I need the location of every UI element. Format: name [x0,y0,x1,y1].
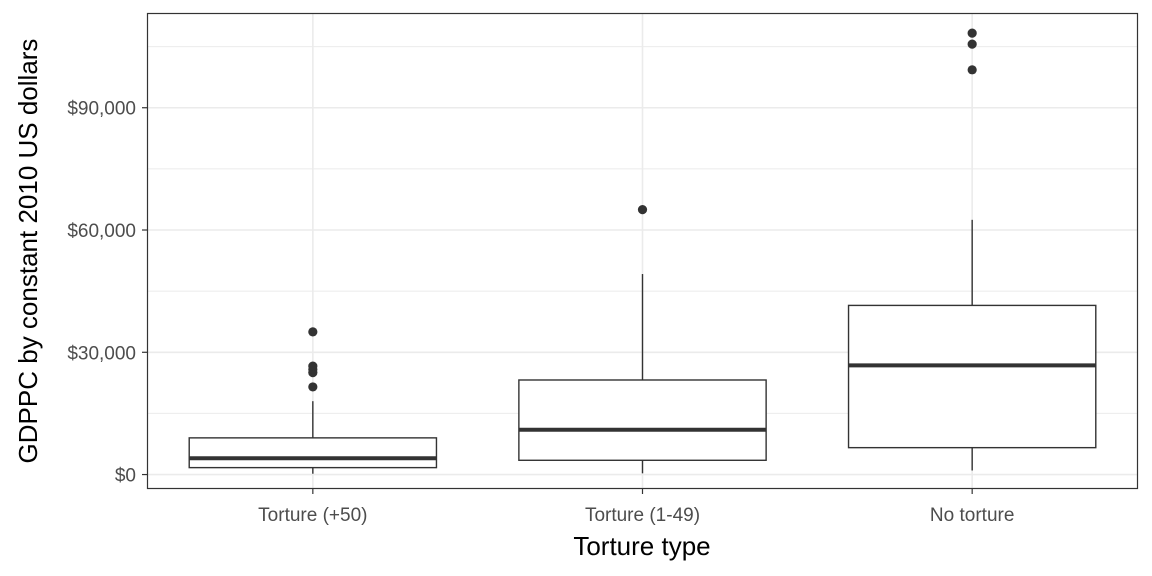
y-tick-label: $60,000 [67,221,136,242]
outlier-point [967,65,977,75]
outlier-point [308,382,318,392]
box-group [847,28,1097,471]
box-group [518,205,767,474]
y-axis-title: GDPPC by constant 2010 US dollars [13,39,43,464]
outlier-point [967,28,977,38]
x-axis-ticks: Torture (+50) Torture (1-49) No torture [258,488,1014,526]
x-tick-label: Torture (1-49) [585,505,700,526]
y-axis-ticks: $0 $30,000 $60,000 $90,000 [67,99,148,487]
box-group [188,327,438,474]
outlier-point [967,39,977,49]
outlier-point [308,327,318,337]
x-tick-label: Torture (+50) [258,505,367,526]
x-tick-label: No torture [930,505,1014,526]
box-iqr [518,379,767,461]
box-iqr [847,304,1097,449]
y-tick-label: $30,000 [67,343,136,364]
outlier-point [308,361,318,371]
y-tick-label: $90,000 [67,99,136,120]
box-iqr [188,437,438,469]
x-axis-title: Torture type [573,531,710,561]
y-tick-label: $0 [115,466,136,487]
boxplots [188,28,1097,474]
outlier-point [637,205,648,215]
